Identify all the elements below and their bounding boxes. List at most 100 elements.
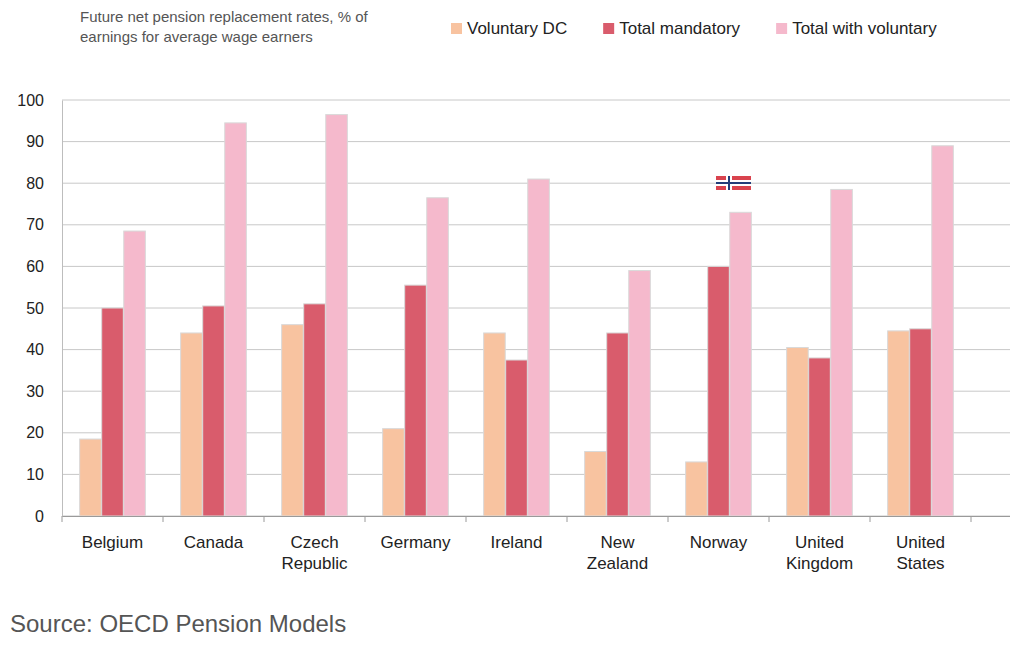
- legend-swatch: [603, 23, 614, 34]
- x-tick: Germany: [381, 516, 451, 552]
- category-separator: [365, 516, 366, 522]
- y-tick: 60: [26, 258, 62, 275]
- bar: [484, 333, 506, 516]
- y-tick-label: 0: [35, 508, 44, 525]
- y-tick-label: 70: [26, 216, 44, 233]
- category-separator: [769, 516, 770, 522]
- flag-icon: [716, 176, 751, 190]
- y-tick-label: 50: [26, 300, 44, 317]
- bar: [506, 360, 528, 516]
- legend-item: Total mandatory: [603, 19, 740, 38]
- y-tick: 100: [17, 92, 62, 109]
- bar: [585, 452, 607, 516]
- x-axis-line: [63, 516, 972, 517]
- x-tick: Norway: [690, 516, 748, 552]
- category-separator: [567, 516, 568, 522]
- legend-label: Total with voluntary: [792, 19, 937, 38]
- category-separators: [62, 516, 971, 522]
- x-tick-label: Canada: [184, 533, 244, 552]
- bar: [225, 123, 247, 516]
- y-tick-label: 40: [26, 341, 44, 358]
- x-axis-line-extension: [971, 516, 1010, 517]
- legend-swatch: [451, 23, 462, 34]
- x-tick: NewZealand: [587, 516, 648, 573]
- y-tick-label: 80: [26, 175, 44, 192]
- bar: [427, 198, 449, 516]
- y-tick-label: 30: [26, 383, 44, 400]
- bar: [326, 115, 348, 516]
- y-tick: 40: [26, 341, 62, 358]
- legend-label: Total mandatory: [619, 19, 740, 38]
- bar: [181, 333, 203, 516]
- category-separator: [264, 516, 265, 522]
- bars: [80, 115, 954, 516]
- y-tick: 80: [26, 175, 62, 192]
- category-separator: [62, 516, 63, 522]
- y-tick-label: 60: [26, 258, 44, 275]
- grid: [62, 100, 1010, 516]
- x-tick: Belgium: [82, 516, 143, 552]
- x-tick: UnitedKingdom: [786, 516, 853, 573]
- bar: [831, 189, 853, 516]
- category-separator: [466, 516, 467, 522]
- x-tick-label: NewZealand: [587, 533, 648, 573]
- bar: [304, 304, 326, 516]
- source: Source: OECD Pension Models: [10, 610, 346, 637]
- y-tick-label: 90: [26, 133, 44, 150]
- y-axis: 0 10 20 30 40 50 60 70 80 90 100: [17, 92, 62, 525]
- flag-cross: [716, 180, 751, 186]
- y-tick: 30: [26, 383, 62, 400]
- x-tick: UnitedStates: [896, 516, 945, 573]
- bar: [809, 358, 831, 516]
- x-axis: Belgium Canada CzechRepublic Germany Ireland…: [63, 516, 972, 573]
- x-tick-label: Germany: [381, 533, 451, 552]
- x-tick: CzechRepublic: [281, 516, 348, 573]
- y-tick: 50: [26, 300, 62, 317]
- x-tick: Ireland: [491, 516, 543, 552]
- legend-item: Total with voluntary: [776, 19, 937, 38]
- x-tick: Canada: [184, 516, 244, 552]
- y-tick-label: 20: [26, 424, 44, 441]
- title: Future net pension replacement rates, % …: [80, 8, 368, 45]
- legend-item: Voluntary DC: [451, 19, 567, 38]
- bar: [888, 331, 910, 516]
- x-tick-label: Belgium: [82, 533, 143, 552]
- x-tick-label: Norway: [690, 533, 748, 552]
- chart: 0 10 20 30 40 50 60 70 80 90 100 Belgium Canada Czech…: [0, 0, 1024, 646]
- bar: [686, 462, 708, 516]
- bar: [708, 266, 730, 516]
- bar: [124, 231, 146, 516]
- bar: [607, 333, 629, 516]
- bar: [203, 306, 225, 516]
- bar: [528, 179, 550, 516]
- bar: [102, 308, 124, 516]
- category-separator: [163, 516, 164, 522]
- bar-series: [124, 115, 954, 516]
- y-tick: 0: [35, 508, 62, 525]
- y-tick: 70: [26, 216, 62, 233]
- bar: [405, 285, 427, 516]
- y-tick-label: 100: [17, 92, 44, 109]
- category-separator: [668, 516, 669, 522]
- x-tick-label: UnitedStates: [896, 533, 945, 573]
- flag-field: [716, 176, 751, 190]
- y-tick-label: 10: [26, 466, 44, 483]
- y-axis-line: [62, 101, 63, 517]
- bar: [932, 146, 954, 516]
- bar: [629, 271, 651, 516]
- legend-swatch: [776, 23, 787, 34]
- grid-line: [62, 100, 1010, 101]
- legend: Voluntary DC Total mandatory Total with vo…: [451, 19, 937, 38]
- legend-label: Voluntary DC: [467, 19, 567, 38]
- x-tick-label: Ireland: [491, 533, 543, 552]
- grid-line: [62, 141, 1010, 142]
- x-tick-label: CzechRepublic: [281, 533, 348, 573]
- bar: [80, 439, 102, 516]
- category-separator: [971, 516, 972, 522]
- bar: [787, 348, 809, 516]
- bar: [910, 329, 932, 516]
- flag-cross-inner: [716, 182, 751, 184]
- bar: [730, 212, 752, 516]
- bar: [383, 429, 405, 516]
- y-tick: 90: [26, 133, 62, 150]
